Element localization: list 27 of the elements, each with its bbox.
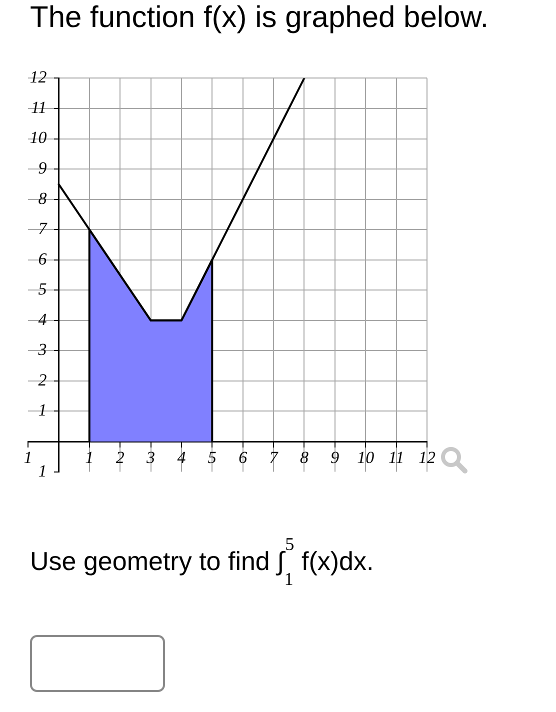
- y-tick-label: 8: [38, 188, 48, 208]
- y-tick-label: 1: [38, 400, 47, 420]
- chart-title: The function f(x) is graphed below.: [30, 1, 489, 35]
- y-tick-label: 3: [37, 340, 47, 360]
- y-tick-label: 10: [30, 128, 48, 148]
- y-tick-label: 1: [38, 461, 47, 480]
- y-tick-label: 2: [38, 370, 48, 390]
- x-tick-label: 8: [300, 448, 309, 468]
- x-tick-label: 9: [330, 448, 340, 468]
- text: Use geometry to find ∫$_{1}$$^{5}$ f(x)dx.: [30, 534, 374, 590]
- y-tick-label: 11: [30, 98, 47, 117]
- x-tick-label: 1: [85, 448, 94, 468]
- x-tick-label: 3: [146, 448, 156, 468]
- y-tick-label: 5: [38, 280, 47, 299]
- y-tick-label: 4: [38, 310, 48, 329]
- x-tick-label: 2: [116, 448, 125, 468]
- x-tick-label: 6: [238, 448, 248, 468]
- y-tick-label: 12: [30, 68, 48, 87]
- x-tick-label: 11: [388, 448, 404, 468]
- x-tick-label: 5: [208, 448, 216, 468]
- x-tick-label: 7: [269, 448, 280, 468]
- y-tick-label: 7: [38, 219, 48, 238]
- x-tick-label: 10: [357, 448, 375, 468]
- x-tick-label: 12: [418, 448, 436, 468]
- x-tick-label: 4: [177, 448, 186, 468]
- y-tick-label: 6: [38, 249, 48, 268]
- y-tick-label: 9: [38, 158, 48, 178]
